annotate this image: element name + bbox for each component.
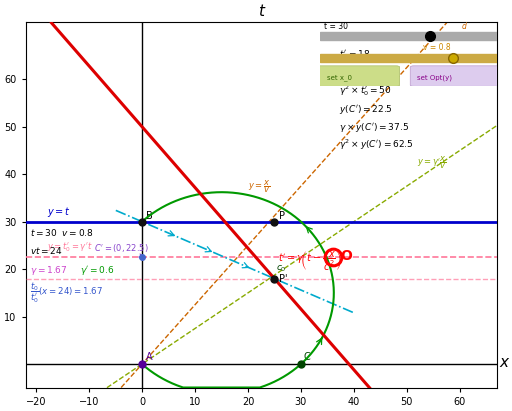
Text: t: t — [258, 4, 264, 18]
Text: $\gamma = 1.67$: $\gamma = 1.67$ — [30, 264, 68, 277]
Text: $c_0$: $c_0$ — [276, 263, 287, 274]
Text: $t = 30$  $v = 0.8$: $t = 30$ $v = 0.8$ — [30, 227, 94, 238]
Text: C: C — [304, 352, 310, 362]
Text: $C' = (0, 22.5)$: $C' = (0, 22.5)$ — [94, 242, 149, 257]
Text: $\gamma' = 0.6$: $\gamma' = 0.6$ — [80, 264, 114, 277]
Text: $t_0' = 18$: $t_0' = 18$ — [339, 48, 371, 62]
Text: P: P — [279, 211, 285, 221]
Text: x: x — [499, 356, 508, 370]
Text: B: B — [146, 211, 153, 221]
Text: $\gamma \times t_0' = 30$: $\gamma \times t_0' = 30$ — [339, 66, 387, 80]
Text: O: O — [340, 249, 353, 263]
Text: $\gamma^2 \times t_0' = 50$: $\gamma^2 \times t_0' = 50$ — [339, 83, 392, 98]
Text: P': P' — [279, 275, 287, 284]
Text: $\dfrac{t_0}{t_0'}(x=24) = 1.67$: $\dfrac{t_0}{t_0'}(x=24) = 1.67$ — [30, 281, 103, 305]
Text: $vt = 24$: $vt = 24$ — [30, 245, 63, 256]
Text: $\gamma \times y(C') = 37.5$: $\gamma \times y(C') = 37.5$ — [339, 121, 409, 134]
Text: $y = t_0' = \gamma' t$: $y = t_0' = \gamma' t$ — [47, 240, 93, 254]
Text: A: A — [146, 352, 153, 362]
Text: $y = \gamma'\dfrac{x}{v}$: $y = \gamma'\dfrac{x}{v}$ — [417, 154, 447, 171]
Text: $\gamma^2 \times y(C') = 62.5$: $\gamma^2 \times y(C') = 62.5$ — [339, 138, 414, 152]
Text: $y = \dfrac{x}{v}$: $y = \dfrac{x}{v}$ — [248, 178, 270, 194]
Text: $t' = \gamma\!\left(t - \dfrac{vx}{c^2}\right)$: $t' = \gamma\!\left(t - \dfrac{vx}{c^2}\… — [278, 249, 342, 272]
Text: $y(C') = 22.5$: $y(C') = 22.5$ — [339, 103, 393, 116]
Text: $y = t$: $y = t$ — [47, 205, 71, 219]
